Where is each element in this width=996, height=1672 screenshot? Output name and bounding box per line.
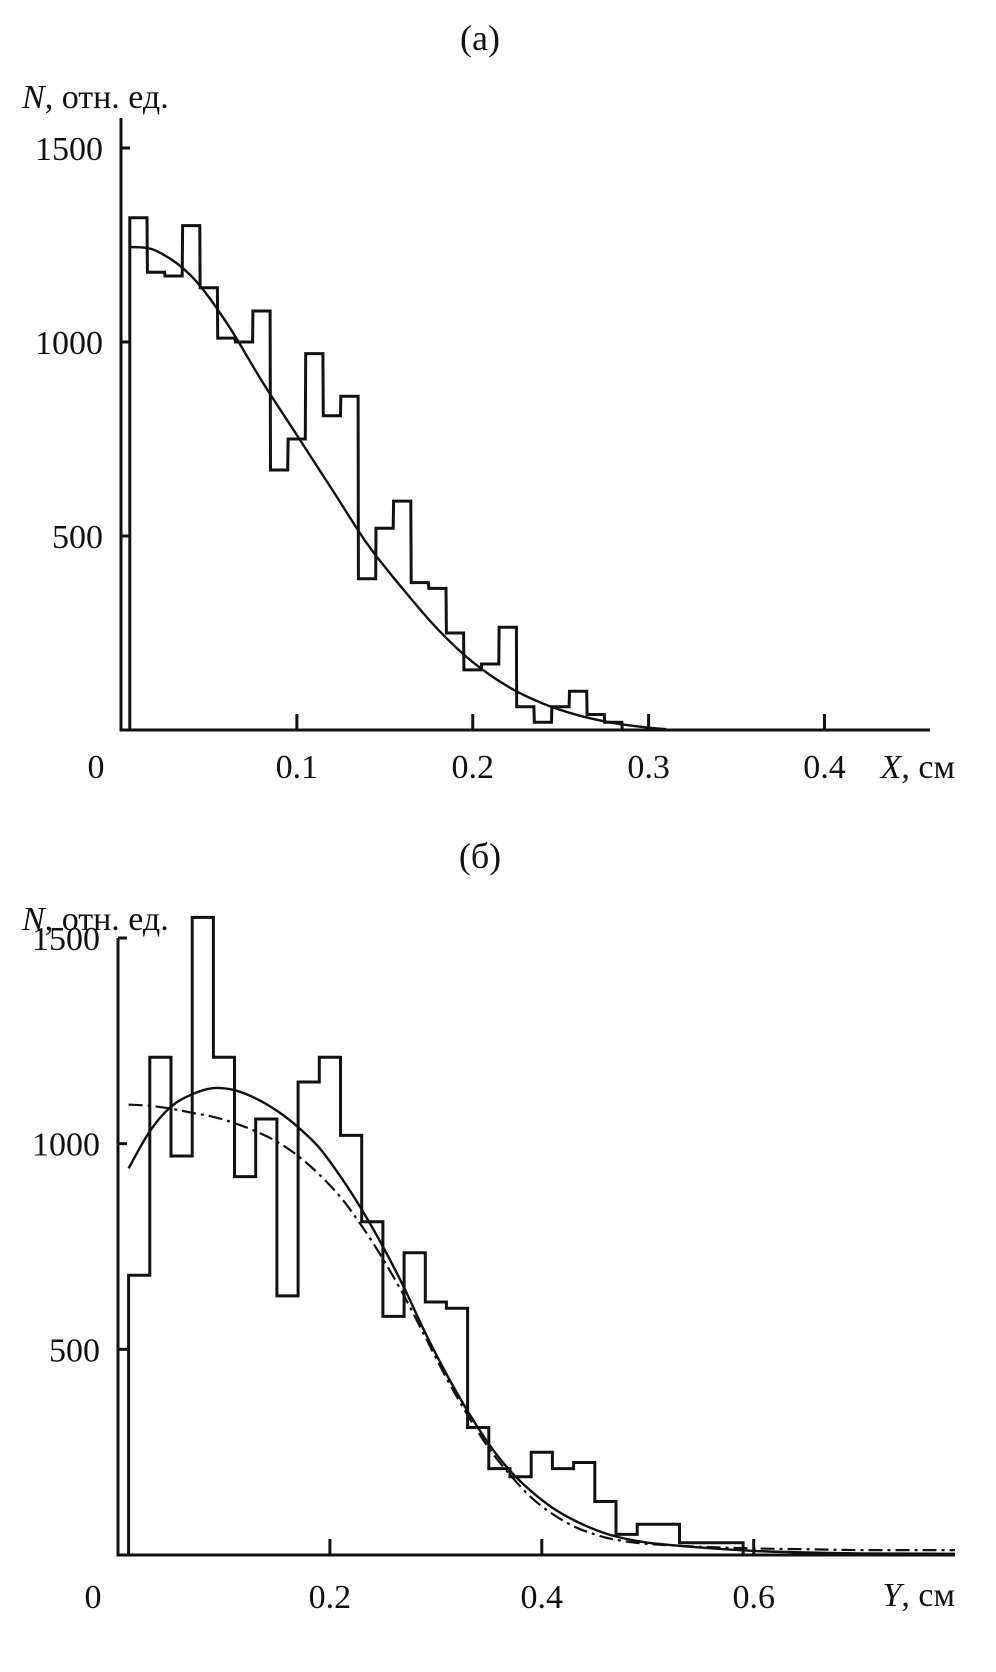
panel-b-y-axis-variable: N	[21, 901, 47, 938]
panel-a-origin-label: 0	[88, 749, 105, 786]
panel-a-x-ticks: 0.1 0.2 0.3 0.4	[276, 714, 846, 786]
panel-a-x-axis-label: X, см	[879, 749, 955, 786]
panel-b-x-axis-label: Y, см	[882, 1577, 955, 1614]
panel-a-fit-curves	[129, 245, 667, 731]
panel-a-y-tick-label: 500	[52, 519, 103, 556]
panel-b-x-tick-label: 0.6	[732, 1579, 775, 1616]
panel-b-fit-curves	[127, 1086, 956, 1555]
panel-a-x-tick-label: 0.4	[803, 749, 846, 786]
panel-b-x-axis-unit: , см	[901, 1577, 955, 1614]
panel-b-fit-curve-solid	[127, 1086, 956, 1555]
panel-b-x-tick-label: 0.2	[309, 1579, 352, 1616]
panel-a-histogram-steps	[128, 216, 640, 732]
panel-a-x-axis-unit: , см	[901, 749, 955, 786]
panel-a-x-tick-label: 0.3	[627, 749, 670, 786]
panel-a-x-tick-label: 0.2	[451, 749, 494, 786]
panel-b-x-tick-label: 0.4	[521, 1579, 564, 1616]
panel-a-y-axis-label: N, отн. ед.	[21, 79, 169, 116]
panel-a-x-tick-label: 0.1	[276, 749, 319, 786]
panel-a-fit-curve-solid	[129, 245, 667, 731]
panel-b-fit-curve-dash-dot	[128, 1103, 956, 1552]
panel-a-y-axis-unit: , отн. ед.	[45, 79, 169, 116]
panel-b-title: (б)	[459, 836, 501, 876]
panel-b-y-tick-label: 500	[49, 1332, 100, 1369]
panel-a-title: (а)	[460, 18, 500, 58]
panel-b-x-ticks: 0.2 0.4 0.6	[309, 1539, 775, 1616]
panel-b-y-ticks: 500 1000 1500	[32, 921, 127, 1369]
panel-b-y-tick-label: 1500	[32, 921, 100, 958]
panel-a-axes	[119, 118, 930, 732]
panel-a-y-tick-label: 1000	[35, 325, 103, 362]
panel-a-y-axis-variable: N	[21, 79, 47, 116]
panel-b-y-axis-label: N, отн. ед.	[21, 901, 169, 938]
panel-a-histogram: (а) N, отн. ед. 500 1000 1500 0.1 0.2 0.3 0.4…	[21, 18, 955, 786]
panel-b-origin-label: 0	[85, 1579, 102, 1616]
panel-b-y-axis-unit: , отн. ед.	[45, 901, 169, 938]
panel-b-x-axis-variable: Y	[882, 1577, 904, 1614]
panel-a-y-tick-label: 1500	[35, 131, 103, 168]
panel-b-axes	[116, 938, 955, 1557]
panel-a-y-ticks: 500 1000 1500	[35, 131, 130, 556]
panel-a-x-axis-variable: X	[879, 749, 903, 786]
panel-b-histogram-steps	[127, 915, 765, 1557]
panel-b-y-tick-label: 1000	[32, 1127, 100, 1164]
